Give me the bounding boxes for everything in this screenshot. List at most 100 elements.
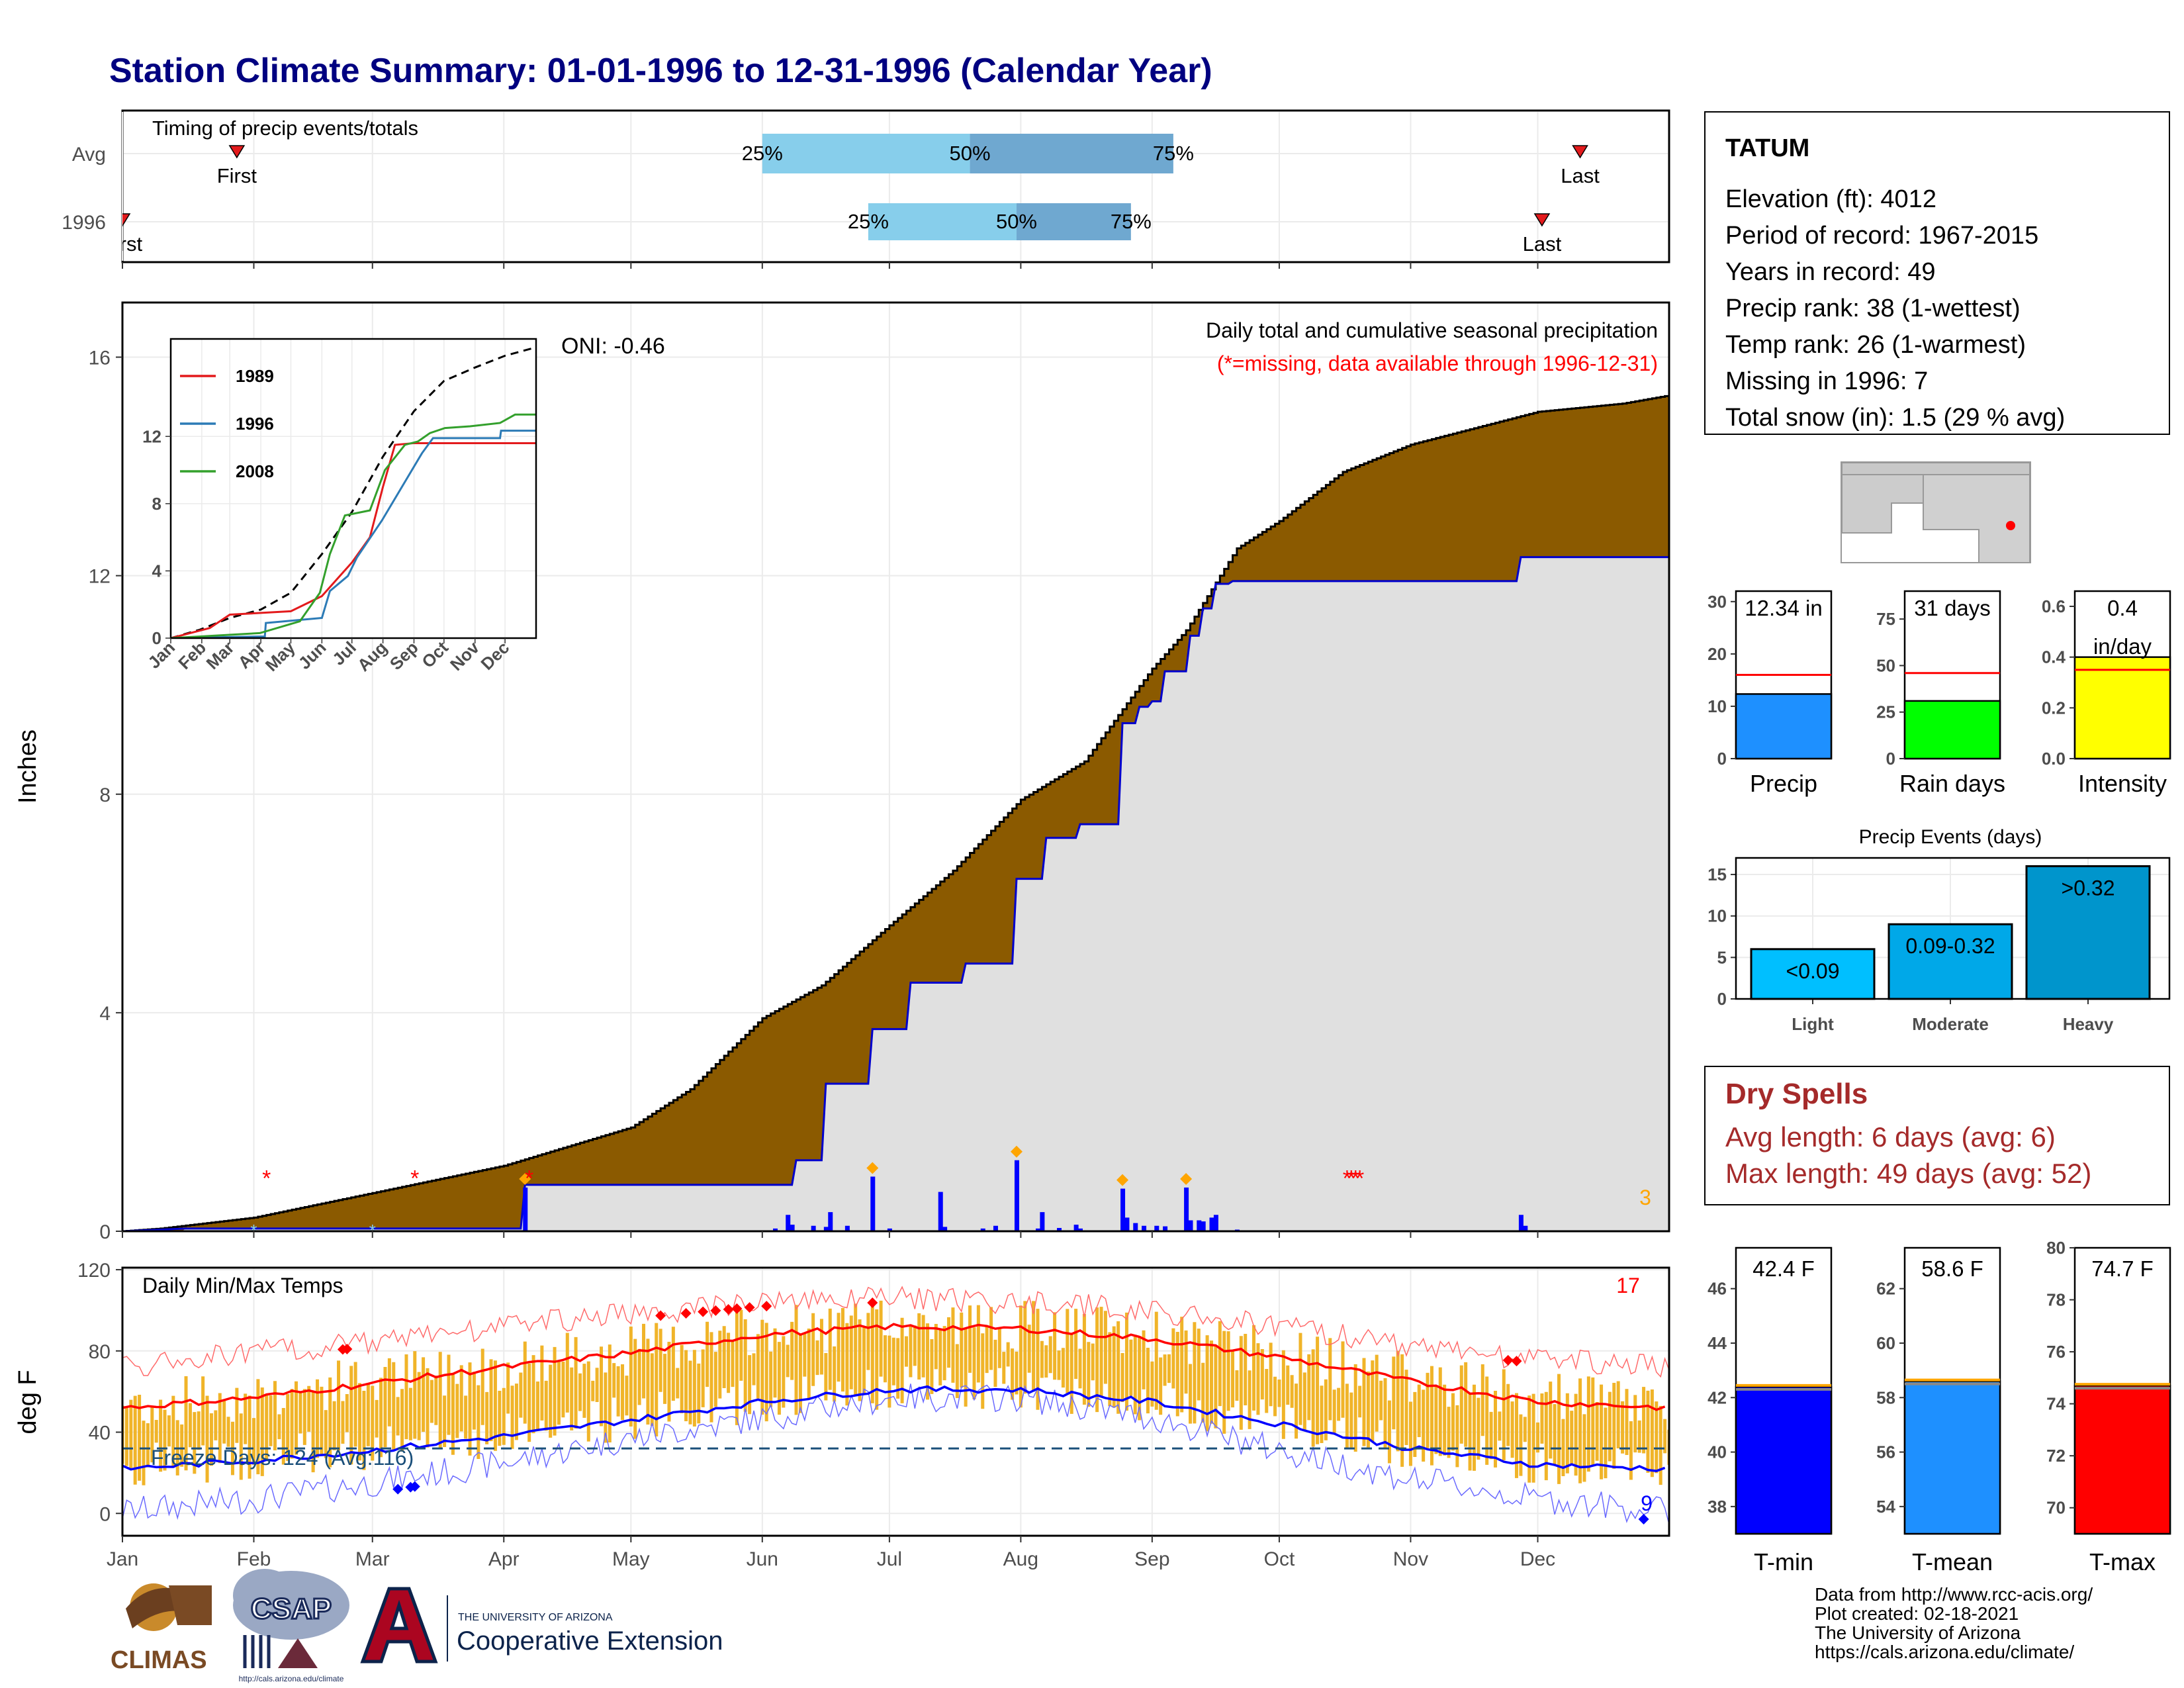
- daily-precip-bar-2: [786, 1215, 791, 1231]
- events-xtick-label-heavy: Heavy: [2063, 1014, 2114, 1034]
- inset-ytick-label-1: 4: [152, 561, 162, 581]
- station-info-line-4: Temp rank: 26 (1-warmest): [1725, 331, 2026, 359]
- state-locator-map: [1841, 461, 2031, 563]
- missing-data-marker-2: *: [525, 1166, 533, 1191]
- record-high-marker-12: [1511, 1356, 1522, 1367]
- temperature-summary-bars: 38 40 42 44 46 42.4 F T-min 54 56 58 60 62 58.6 F T-m…: [1707, 1238, 2171, 1575]
- dry-spells-frame: [1704, 1066, 2170, 1205]
- events-bar-label-moderate: 0.09-0.32: [1905, 934, 1995, 958]
- record-high-marker-5: [710, 1305, 721, 1316]
- temp-bar-1: [1903, 1380, 2001, 1535]
- mini-bar-ytick-label-0-2: 20: [1707, 644, 1727, 664]
- temp-bar-ytick-label-1-2: 58: [1876, 1387, 1895, 1407]
- summary-bar-panels: 0 10 20 30 12.34 in Precip 0 25 50 75 31 days Rain …: [1707, 590, 2171, 797]
- mini-bar-name-1: Rain days: [1899, 770, 2005, 797]
- inset-ytick-label-0: 0: [152, 628, 161, 648]
- daily-precip-bar-20: [1120, 1188, 1126, 1231]
- missing-data-marker-0: *: [262, 1166, 271, 1191]
- month-tick-label-6: Jul: [877, 1548, 902, 1570]
- daily-precip-bar-5: [823, 1227, 829, 1231]
- record-low-marker-0: [392, 1483, 404, 1495]
- station-info-frame: [1704, 111, 2170, 435]
- month-tick-label-8: Sep: [1134, 1548, 1169, 1570]
- csap-logo-rain: [243, 1635, 271, 1668]
- record-low-marker-3: [1638, 1513, 1649, 1524]
- daily-precip-bar-9: [887, 1228, 892, 1231]
- month-tick-label-2: Mar: [355, 1548, 390, 1570]
- freeze-days-label: Freeze Days: 124 (Avg:116): [151, 1446, 414, 1470]
- record-high-marker-9: [761, 1301, 772, 1312]
- mini-bar-value-label-1: 31 days: [1914, 596, 1991, 620]
- mini-bar-value-label2-2: in/day: [2093, 634, 2152, 659]
- daily-precip-bar-1: [773, 1228, 778, 1231]
- record-high-marker-3: [680, 1307, 692, 1319]
- ua-logo-big-text: Cooperative Extension: [457, 1626, 723, 1656]
- cold-count-label: 9: [1641, 1491, 1653, 1515]
- heavy-precip-marker-8: [866, 1162, 879, 1174]
- temp-bar-ytick-label-1-0: 54: [1876, 1497, 1895, 1517]
- station-info-line-2: Years in record: 49: [1725, 258, 1936, 286]
- precip-ytick-label-1: 4: [99, 1003, 111, 1025]
- timing-last-label-1: Last: [1523, 232, 1562, 256]
- record-high-marker-8: [744, 1302, 755, 1313]
- timing-bar-upper-1: [1016, 203, 1131, 240]
- events-bar-label-light: <0.09: [1786, 959, 1840, 983]
- mini-bar-name-0: Precip: [1750, 770, 1817, 797]
- mini-bar-ytick-label-2-3: 0.6: [2042, 596, 2066, 616]
- temp-bar-ytick-label-2-0: 70: [2046, 1498, 2066, 1518]
- daily-precip-bar-22: [1133, 1223, 1138, 1231]
- temp-bar-ytick-label-0-3: 44: [1707, 1333, 1727, 1353]
- timing-bar-lower-1: [868, 203, 1017, 240]
- daily-precip-bar-18: [1073, 1225, 1079, 1231]
- temp-bar-name-2: T-max: [2089, 1548, 2156, 1575]
- temp-bar-ytick-label-2-5: 80: [2046, 1238, 2066, 1258]
- daily-precip-bar-33: [1518, 1215, 1524, 1231]
- timing-first-marker-1: [122, 213, 131, 227]
- temp-bar-ytick-label-2-1: 72: [2046, 1446, 2066, 1466]
- timing-q50-label-0: 50%: [950, 142, 991, 165]
- station-info-line-0: Elevation (ft): 4012: [1725, 185, 1936, 213]
- month-tick-label-9: Oct: [1264, 1548, 1295, 1570]
- normal-max-line: [122, 1323, 1666, 1411]
- precip-ytick-label-2: 8: [99, 784, 111, 806]
- inset-frame-bg: [171, 339, 536, 638]
- dry-spells-max: Max length: 49 days (avg: 52): [1725, 1158, 2091, 1189]
- daily-precip-bar-23: [1142, 1225, 1147, 1231]
- daily-precip-bar-7: [844, 1225, 850, 1231]
- cumulative-actual-line: [122, 556, 1669, 1231]
- ua-logo-mark: [360, 1587, 438, 1664]
- mini-bar-0: [1735, 693, 1833, 760]
- dry-spells-box: Dry Spells Avg length: 6 days (avg: 6) M…: [1704, 1066, 2170, 1205]
- heavy-precip-marker-26: [1180, 1172, 1193, 1185]
- inset-line-1989: [171, 442, 536, 638]
- mini-bar-ytick-label-0-3: 30: [1707, 592, 1727, 612]
- station-name: TATUM: [1725, 134, 1809, 162]
- record-high-marker-4: [698, 1306, 709, 1317]
- map-state-north: [1841, 462, 2030, 475]
- inset-line-1996: [171, 430, 536, 638]
- station-info-line-5: Missing in 1996: 7: [1725, 367, 1928, 395]
- credit-line-2: The University of Arizona: [1815, 1622, 2021, 1643]
- missing-data-marker-6: *: [1355, 1166, 1364, 1191]
- daily-precip-bar-29: [1201, 1221, 1206, 1231]
- temp-bar-ytick-label-1-3: 60: [1876, 1333, 1895, 1353]
- missing-count-label: 3: [1639, 1186, 1651, 1209]
- events-bar-heavy: [2025, 865, 2151, 1000]
- cumulative-deficit-area: [122, 395, 1669, 1231]
- daily-precip-bar-30: [1209, 1217, 1214, 1231]
- mini-bar-ytick-label-2-1: 0.2: [2042, 698, 2066, 718]
- precip-ytick-label-3: 12: [89, 566, 111, 588]
- csap-logo-cloud-2: [233, 1569, 296, 1622]
- temp-bar-ytick-label-0-2: 42: [1707, 1387, 1727, 1407]
- mini-bar-ytick-label-1-3: 75: [1876, 609, 1895, 629]
- temp-panel-frame: [121, 1266, 1670, 1537]
- timing-first-label-1: First: [103, 232, 143, 256]
- precip-ytick-label-4: 16: [89, 348, 111, 369]
- daily-precip-bar-34: [1523, 1225, 1528, 1231]
- climas-logo: CLIMAS: [111, 1583, 212, 1674]
- temp-y-axis-label: deg F: [14, 1370, 42, 1434]
- precip-ytick-label-0: 0: [99, 1221, 111, 1243]
- timing-last-marker-1: [1533, 213, 1551, 227]
- daily-precip-bar-19: [1078, 1228, 1083, 1231]
- timing-q25-label-1: 25%: [848, 210, 889, 233]
